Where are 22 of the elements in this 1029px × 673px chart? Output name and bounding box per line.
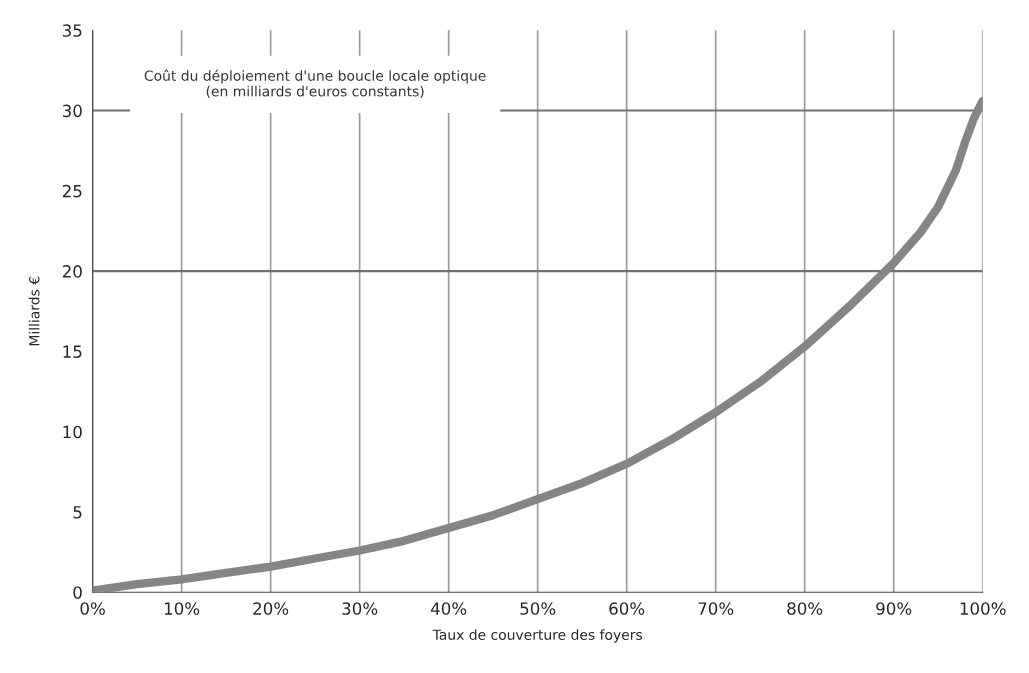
x-tick-label: 90% <box>876 602 912 615</box>
x-axis-title: Taux de couverture des foyers <box>432 629 642 643</box>
x-tick-label: 0% <box>80 602 105 615</box>
y-tick-label: 20 <box>62 265 82 278</box>
y-tick-label: 35 <box>62 24 82 37</box>
y-axis-title: Milliards € <box>28 276 40 346</box>
y-tick-label: 30 <box>62 104 82 118</box>
x-tick-label: 30% <box>342 602 378 615</box>
x-tick-label: 20% <box>253 602 289 615</box>
y-tick-label: 10 <box>63 425 82 439</box>
y-tick-label: 0 <box>73 586 82 599</box>
x-tick-label: 40% <box>430 602 467 615</box>
x-tick-label: 60% <box>609 602 645 615</box>
x-tick-label: 50% <box>520 602 556 615</box>
text: Coût du déploiement d'une boucle locale optique (en milliards d'euros constants) <box>144 69 486 99</box>
x-tick-label: 70% <box>698 602 734 615</box>
x-tick-label: 100% <box>960 602 1006 615</box>
y-tick-label: 25 <box>62 184 82 198</box>
x-tick-label: 80% <box>787 602 823 615</box>
y-tick-label: 15 <box>63 345 82 358</box>
y-tick-label: 5 <box>73 506 82 519</box>
x-tick-label: 10% <box>164 602 200 615</box>
